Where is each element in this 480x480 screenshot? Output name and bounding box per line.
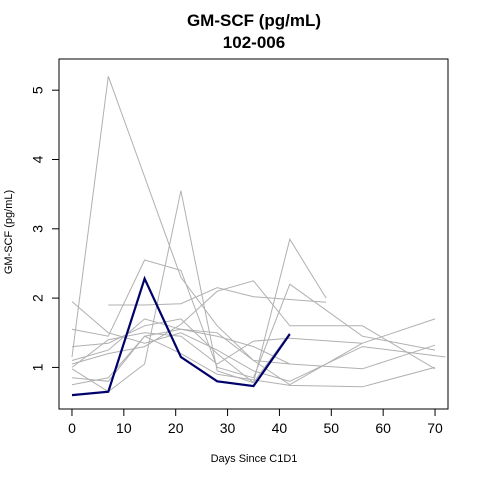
highlight-series-line: [71, 275, 291, 397]
x-tick-label: 70: [427, 420, 443, 436]
y-tick-label: 4: [30, 155, 46, 163]
series-line-11: [71, 328, 290, 386]
x-tick-label: 20: [168, 420, 184, 436]
x-tick-label: 10: [116, 420, 132, 436]
x-tick-label: 50: [324, 420, 340, 436]
y-tick-label: 3: [30, 225, 46, 233]
series-line-5: [71, 301, 446, 382]
series-line-2: [71, 190, 327, 393]
series-line-6: [71, 335, 436, 388]
series-line-8: [71, 318, 436, 370]
x-tick-label: 60: [375, 420, 391, 436]
series-line-3: [108, 287, 327, 306]
series-line-7: [71, 280, 436, 370]
plot-frame: [58, 58, 449, 410]
y-tick-label: 5: [30, 86, 46, 94]
series-layer: [71, 76, 446, 397]
chart-title: GM-SCF (pg/mL): [187, 11, 321, 30]
series-line-10: [71, 318, 291, 384]
series-line-4: [71, 259, 436, 379]
y-axis-label: GM-SCF (pg/mL): [3, 190, 15, 274]
x-tick-label: 40: [272, 420, 288, 436]
chart-subtitle: 102-006: [223, 33, 285, 52]
y-tick-label: 2: [30, 294, 46, 302]
x-axis: 0 10 20 30 40 50 60 70: [68, 408, 443, 436]
series-line-9: [71, 332, 363, 368]
series-line-1: [71, 76, 436, 386]
y-axis: 1 2 3 4 5: [30, 86, 60, 371]
y-tick-label: 1: [30, 363, 46, 371]
x-tick-label: 0: [68, 420, 76, 436]
x-axis-label: Days Since C1D1: [211, 453, 298, 465]
x-tick-label: 30: [220, 420, 236, 436]
